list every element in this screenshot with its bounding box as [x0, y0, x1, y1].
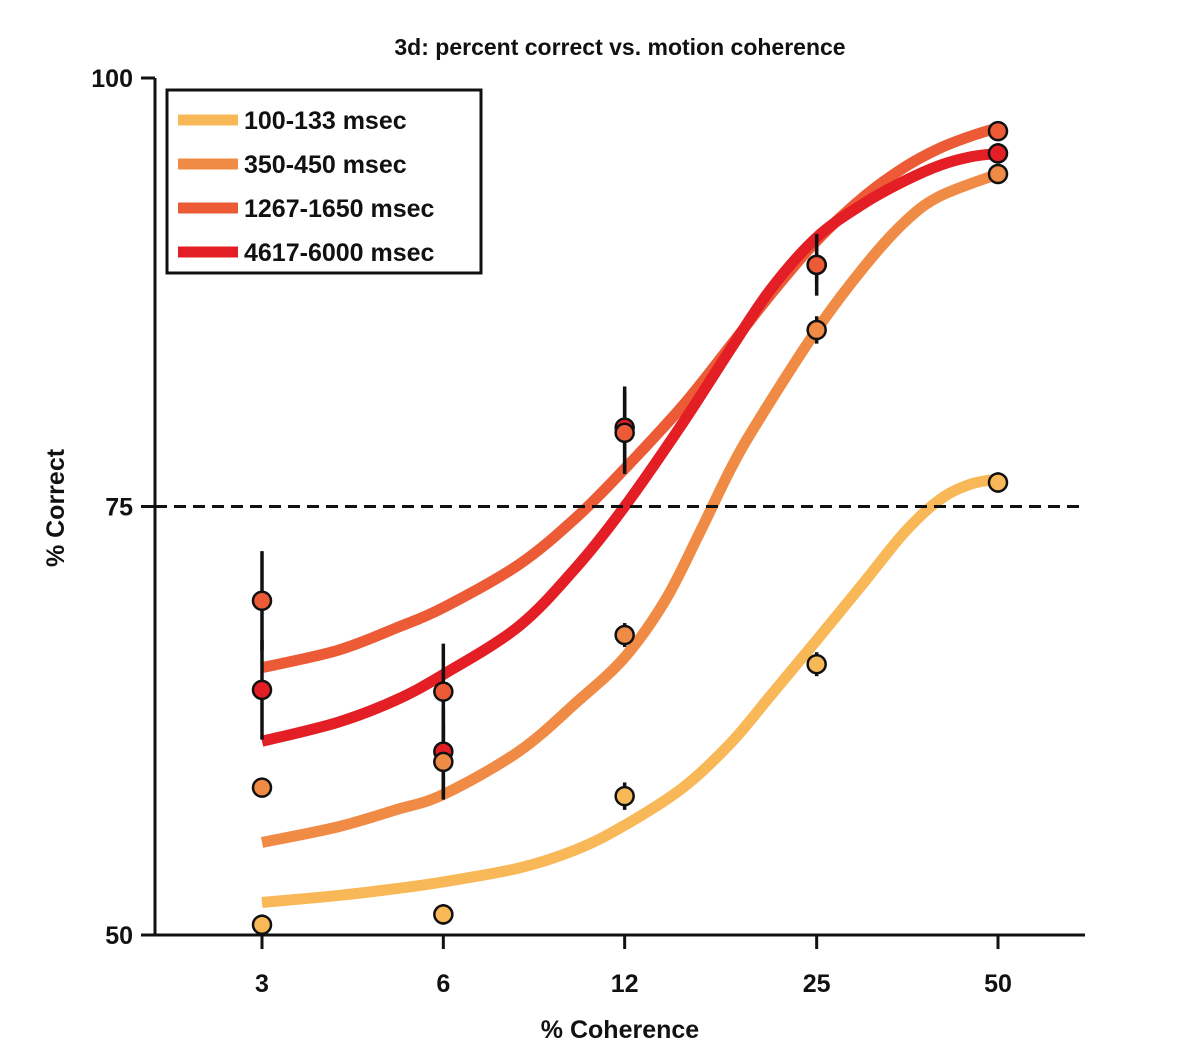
data-point-series-1	[806, 319, 827, 341]
data-point-series-1	[433, 751, 454, 773]
data-point-series-0	[806, 653, 827, 675]
fit-curve-series-2	[260, 122, 1000, 673]
data-point-series-2	[806, 254, 827, 276]
data-point-series-0	[614, 785, 635, 807]
data-point-series-3	[251, 679, 273, 701]
data-point-series-0	[987, 472, 1009, 493]
data-point-series-3	[987, 143, 1009, 164]
y-tick-label: 75	[105, 494, 133, 522]
legend-label-2: 1267-1650 msec	[244, 195, 435, 223]
data-point-series-2	[251, 590, 273, 612]
x-axis-title: % Coherence	[541, 1016, 699, 1044]
legend-label-3: 4617-6000 msec	[244, 239, 435, 267]
data-point-series-1	[614, 624, 635, 646]
data-point-series-2	[987, 120, 1009, 142]
fit-curve-series-0	[261, 473, 1000, 908]
x-tick-label: 3	[255, 970, 269, 998]
x-tick-label: 12	[611, 970, 639, 998]
data-point-series-2	[433, 681, 454, 702]
y-tick-label: 50	[105, 922, 133, 950]
data-point-series-1	[251, 777, 273, 798]
y-axis-title: % Correct	[42, 448, 70, 567]
legend-label-1: 350-450 msec	[244, 151, 407, 179]
x-tick-label: 50	[984, 970, 1012, 998]
x-tick-label: 25	[803, 970, 831, 998]
legend: 100-133 msec 350-450 msec 1267-1650 msec 46…	[165, 88, 483, 275]
chart-title: 3d: percent correct vs. motion coherence	[394, 34, 845, 60]
data-point-series-2	[614, 422, 635, 444]
fit-curves	[260, 122, 1000, 908]
data-markers	[251, 120, 1009, 935]
y-tick-label: 100	[91, 65, 133, 93]
data-point-series-0	[433, 904, 454, 925]
axes: 50 75 100 3 6 12 25 50	[91, 65, 1085, 998]
data-point-series-1	[987, 163, 1009, 185]
data-point-series-0	[251, 914, 273, 935]
fit-curve-series-1	[260, 168, 1000, 848]
fit-curve-series-3	[260, 147, 999, 747]
x-tick-label: 6	[436, 970, 450, 998]
legend-label-0: 100-133 msec	[244, 107, 407, 135]
